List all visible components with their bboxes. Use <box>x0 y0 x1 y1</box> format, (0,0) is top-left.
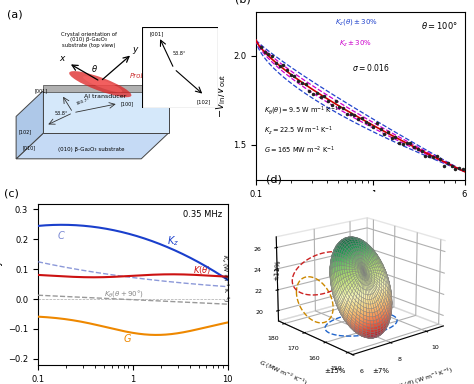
Text: $C$: $C$ <box>57 229 66 241</box>
Text: (d): (d) <box>266 175 282 185</box>
Text: $G = 165\ \mathrm{MW\ m^{-2}\ K^{-1}}$: $G = 165\ \mathrm{MW\ m^{-2}\ K^{-1}}$ <box>264 145 336 156</box>
Text: 0.35 MHz: 0.35 MHz <box>182 210 222 219</box>
Ellipse shape <box>83 76 122 92</box>
Text: $K_z \pm 30\%$: $K_z \pm 30\%$ <box>339 38 373 48</box>
Polygon shape <box>44 85 169 93</box>
Polygon shape <box>16 91 44 159</box>
Text: [100]: [100] <box>121 101 134 106</box>
Text: $K_z = 22.5\ \mathrm{W\ m^{-1}\ K^{-1}}$: $K_z = 22.5\ \mathrm{W\ m^{-1}\ K^{-1}}$ <box>264 124 334 137</box>
Text: $\sigma = 0.016$: $\sigma = 0.016$ <box>352 62 390 73</box>
Text: [001]: [001] <box>34 88 47 93</box>
Text: Probe: Probe <box>130 73 150 79</box>
Text: 53.8°: 53.8° <box>55 111 68 116</box>
Text: [102]: [102] <box>197 99 211 104</box>
Text: $G$: $G$ <box>123 332 132 344</box>
Text: (a): (a) <box>7 10 23 20</box>
Text: $\theta = 100°$: $\theta = 100°$ <box>421 20 458 31</box>
Text: x: x <box>59 54 64 63</box>
Text: (c): (c) <box>4 189 18 199</box>
Text: y: y <box>132 45 137 54</box>
Text: $K_z(\theta) \pm 30\%$: $K_z(\theta) \pm 30\%$ <box>335 17 378 27</box>
Text: $K_\theta(\theta) = 9.5\ \mathrm{W\ m^{-1}\ K^{-1}}$: $K_\theta(\theta) = 9.5\ \mathrm{W\ m^{-… <box>264 104 339 117</box>
Text: $K_\theta(\theta+90°)$: $K_\theta(\theta+90°)$ <box>104 288 144 299</box>
Text: 53.8°: 53.8° <box>173 51 186 56</box>
Polygon shape <box>44 91 169 133</box>
Polygon shape <box>16 133 169 159</box>
Text: $\theta$: $\theta$ <box>91 63 98 74</box>
X-axis label: $K_\theta(\theta)$ (W m$^{-1}$ K$^{-1}$): $K_\theta(\theta)$ (W m$^{-1}$ K$^{-1}$) <box>397 365 455 384</box>
Text: Al transducer: Al transducer <box>84 94 126 99</box>
Text: ±7%: ±7% <box>373 367 390 374</box>
Text: (010) β-Ga₂O₃ substrate: (010) β-Ga₂O₃ substrate <box>58 147 125 152</box>
Text: [010]: [010] <box>23 146 36 151</box>
Text: $K(\theta)$: $K(\theta)$ <box>193 264 212 276</box>
Text: [001]: [001] <box>150 31 164 36</box>
X-axis label: $t_d$ (ns): $t_d$ (ns) <box>345 205 376 218</box>
Y-axis label: $-V_\mathrm{in}/V_\mathrm{out}$: $-V_\mathrm{in}/V_\mathrm{out}$ <box>214 74 228 118</box>
Text: [102]: [102] <box>18 129 31 134</box>
Y-axis label: Sensitivity: Sensitivity <box>0 259 2 310</box>
Text: Crystal orientation of
(010) β-Ga₂O₃
substrate (top view): Crystal orientation of (010) β-Ga₂O₃ sub… <box>61 31 117 48</box>
Y-axis label: $G$ (MW m$^{-2}$ K$^{-1}$): $G$ (MW m$^{-2}$ K$^{-1}$) <box>257 358 309 384</box>
Text: Pump: Pump <box>148 58 170 67</box>
Text: ±11%: ±11% <box>273 260 281 281</box>
Text: 100.7°: 100.7° <box>75 98 91 106</box>
Text: (b): (b) <box>235 0 251 5</box>
Text: $K_z$: $K_z$ <box>167 234 179 248</box>
Ellipse shape <box>69 71 131 97</box>
Text: ±15%: ±15% <box>325 367 346 374</box>
FancyBboxPatch shape <box>142 27 218 108</box>
